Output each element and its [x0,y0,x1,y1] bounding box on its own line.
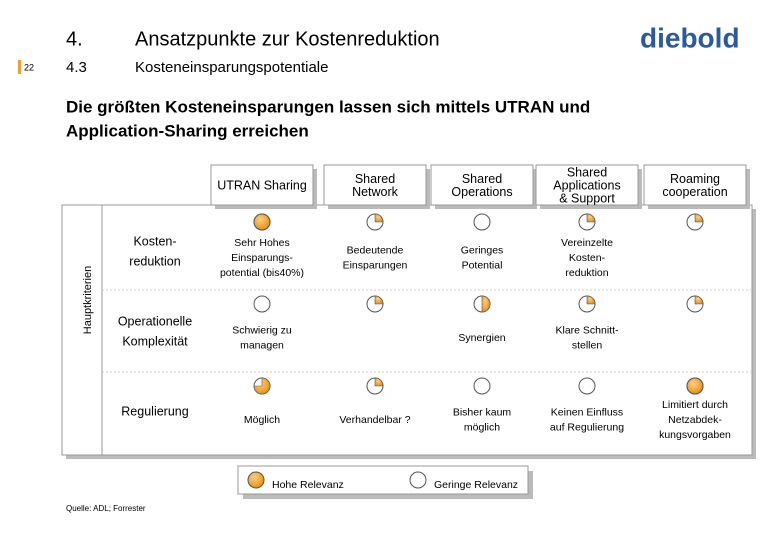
relevance-fill [374,295,384,305]
cell-text: Klare Schnitt- [555,324,619,336]
cell-text: möglich [464,421,500,433]
cell-text: Einsparungen [343,259,408,271]
column-header: Operations [451,185,512,199]
relevance-fill [586,295,596,305]
relevance-ball [253,295,271,313]
cell-text: kungsvorgaben [659,429,731,441]
column-header-box [643,164,747,206]
column-header: Roaming [670,172,720,186]
cell-text: Synergien [458,332,505,344]
cell-text: Bedeutende [347,244,404,256]
cell-text: Schwierig zu [232,324,292,336]
cell-text: Verhandelbar ? [339,414,410,426]
cell-text: stellen [572,339,603,351]
cell-text: Bisher kaum [453,406,512,418]
legend-low-icon [409,471,427,489]
title: Ansatzpunkte zur Kostenreduktion [135,28,440,50]
relevance-fill [374,213,384,223]
cell-text: Potential [462,259,503,271]
relevance-ball [578,377,596,395]
cell-text: reduktion [565,267,608,279]
row-label: reduktion [129,254,180,268]
column-header: Network [352,185,399,199]
legend-high: Hohe Relevanz [272,479,344,491]
source: Quelle: ADL; Forrester [66,504,146,513]
relevance-fill [694,295,704,305]
table-body [61,204,753,456]
column-header: UTRAN Sharing [217,178,307,192]
subtitle: Kosteneinsparungspotentiale [135,59,328,76]
section-number: 4. [66,28,83,50]
column-header: cooperation [662,185,727,199]
cell-text: Vereinzelte [561,237,613,249]
column-header: & Support [559,191,615,205]
column-header-box [323,164,427,206]
row-label: Kosten- [133,234,176,248]
column-header: Shared [567,165,607,179]
column-header-box [210,164,314,206]
relevance-ball [473,213,491,231]
relevance-fill [694,213,704,223]
relevance-fill [686,377,704,395]
relevance-fill [481,295,491,313]
relevance-fill [586,213,596,223]
row-label: Regulierung [121,404,188,418]
cell-text: Netzabdek- [668,414,722,426]
cell-text: Einsparungs- [231,252,293,264]
cell-text: managen [240,339,284,351]
cell-text: Möglich [244,414,280,426]
column-header-box [430,164,534,206]
column-header: Shared [462,172,502,186]
column-header-box [535,164,639,206]
column-header: Applications [553,178,620,192]
headline: Die größten Kosteneinsparungen lassen si… [66,97,590,116]
cell-text: Sehr Hohes [234,237,289,249]
relevance-fill [374,377,384,387]
relevance-ball [473,377,491,395]
row-label: Komplexität [122,334,188,348]
row-label: Operationelle [118,314,192,328]
relevance-fill [253,377,271,395]
cell-text: auf Regulierung [550,421,624,433]
cell-text: Kosten- [569,252,606,264]
cell-text: potential (bis40%) [220,267,304,279]
cell-text: Limitiert durch [662,399,728,411]
legend-low: Geringe Relevanz [434,479,518,491]
relevance-fill [253,213,271,231]
legend-box [237,465,529,495]
headline: Application-Sharing erreichen [66,121,309,140]
column-header: Shared [355,172,395,186]
logo: diebold [640,22,740,53]
sub-number: 4.3 [66,59,87,76]
axis-box [61,204,103,456]
axis-label: Hauptkriterien [82,266,94,334]
cell-text: Keinen Einfluss [551,406,623,418]
cell-text: Geringes [461,244,504,256]
page-number: 22 [24,62,34,72]
page-marker [18,60,21,74]
legend-high-icon [247,471,265,489]
